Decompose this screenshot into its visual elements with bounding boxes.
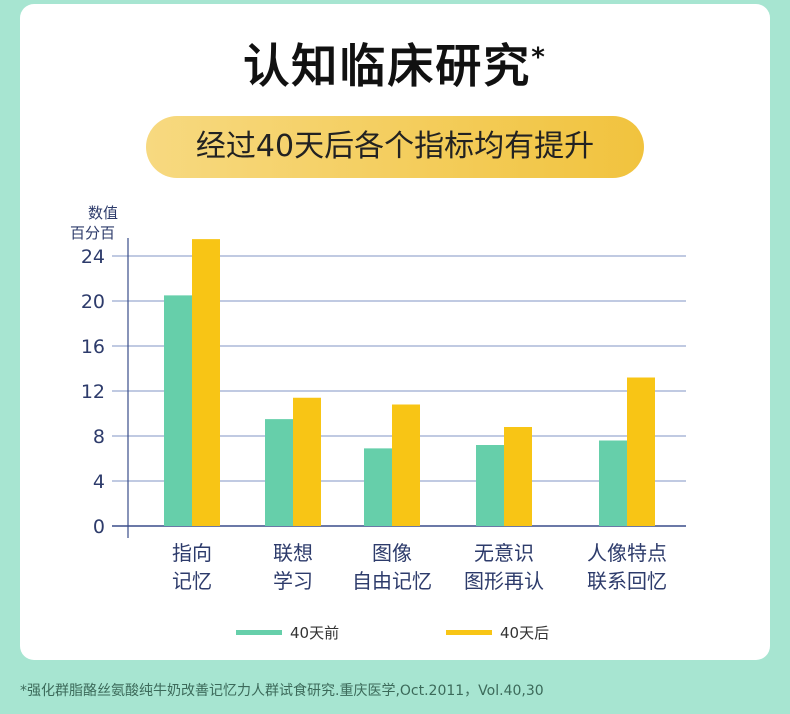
y-tick-label: 24 — [81, 246, 105, 268]
legend-swatch — [446, 630, 492, 635]
bar-before — [599, 440, 627, 526]
bar-before — [476, 445, 504, 526]
legend-label: 40天后 — [500, 624, 550, 642]
y-axis-label-1: 数值 — [88, 204, 119, 222]
x-tick-label: 指向 — [172, 541, 212, 565]
legend-swatch — [236, 630, 282, 635]
bar-before — [164, 295, 192, 526]
y-tick-label: 4 — [93, 471, 105, 493]
x-tick-label: 图形再认 — [464, 569, 544, 593]
y-tick-label: 16 — [81, 336, 105, 358]
y-tick-label: 12 — [81, 381, 105, 403]
bar-before — [364, 448, 392, 526]
bar-after — [293, 397, 321, 526]
y-tick-label: 8 — [93, 426, 105, 448]
bar-after — [627, 377, 655, 526]
bar-after — [504, 427, 532, 526]
x-tick-label: 记忆 — [172, 569, 212, 593]
y-axis-label-2: 百分百 — [70, 224, 116, 242]
x-tick-label: 学习 — [273, 569, 313, 593]
legend-item-before: 40天前 — [236, 622, 339, 643]
x-tick-label: 联想 — [273, 541, 313, 565]
bar-after — [192, 239, 220, 526]
x-tick-label: 自由记忆 — [352, 569, 432, 593]
legend-label: 40天前 — [290, 624, 340, 642]
y-tick-label: 20 — [81, 291, 105, 313]
subtitle-pill: 经过40天后各个指标均有提升 — [146, 116, 644, 178]
card — [20, 4, 770, 660]
x-tick-label: 联系回忆 — [587, 569, 667, 593]
x-tick-label: 人像特点 — [587, 541, 667, 565]
y-tick-label: 0 — [93, 516, 105, 538]
x-tick-label: 无意识 — [474, 541, 534, 565]
footnote: *强化群脂酪丝氨酸纯牛奶改善记忆力人群试食研究.重庆医学,Oct.2011，Vo… — [20, 683, 544, 699]
x-tick-label: 图像 — [372, 541, 412, 565]
bar-after — [392, 404, 420, 526]
bar-before — [265, 419, 293, 526]
legend-item-after: 40天后 — [446, 622, 549, 643]
page-title: 认知临床研究* — [243, 39, 547, 93]
